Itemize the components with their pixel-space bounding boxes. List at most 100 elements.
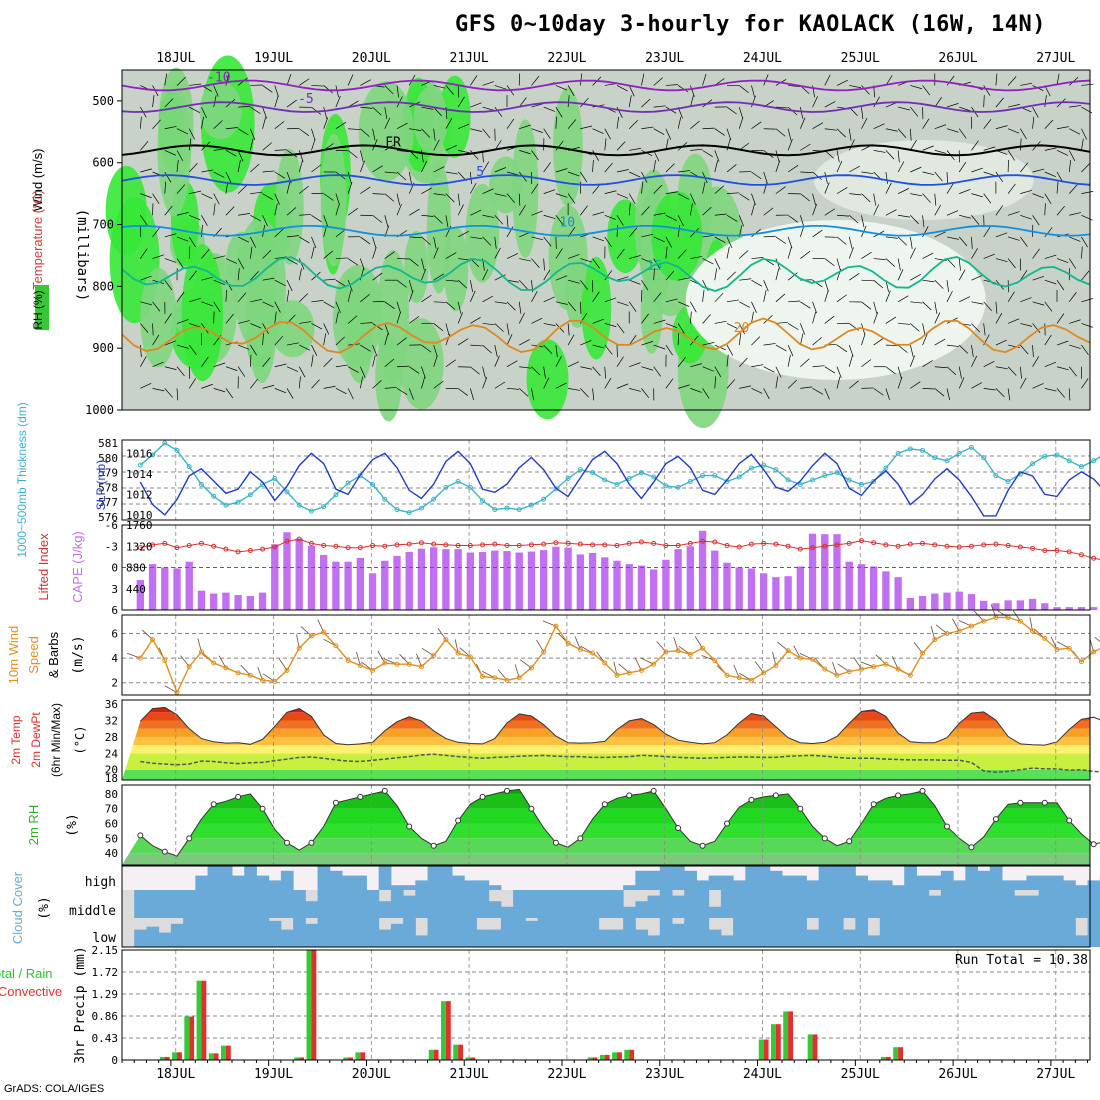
wind-barb [555, 140, 564, 151]
cloud-cell [855, 890, 869, 918]
wind-barb [445, 301, 456, 310]
wind-barb [421, 268, 427, 281]
thickness-line [139, 442, 1100, 514]
cloud-cell [183, 918, 196, 947]
cloud-cell [708, 929, 722, 947]
cloud-cell [782, 918, 795, 947]
wind-barb [555, 248, 563, 259]
cape-bar [747, 568, 756, 610]
wind-axis-label-2: Speed [26, 636, 41, 674]
wind-barb [396, 311, 401, 324]
wind-barb [311, 138, 316, 151]
wind-barb [592, 128, 604, 134]
wind-barb [384, 301, 395, 309]
wind-barb [824, 280, 829, 292]
wind-barb [201, 169, 214, 173]
cloud-cell [476, 880, 490, 890]
wind-speed-line-point [418, 664, 424, 670]
wind-barb [1068, 160, 1072, 173]
cloud-cell [659, 918, 673, 947]
wind-barb [628, 193, 636, 205]
wind-barb [751, 203, 755, 216]
cape-bar [711, 550, 719, 610]
wind-barb [898, 214, 911, 218]
wind-barb [702, 181, 706, 194]
wind-barb [971, 355, 978, 367]
wind-barb [1044, 95, 1047, 108]
li-point [174, 545, 180, 551]
wind-barb [726, 354, 729, 367]
wind-barb [238, 105, 251, 108]
wind-barb [1020, 323, 1033, 327]
cape-bar [295, 538, 303, 610]
cape-bar [148, 564, 157, 610]
cloud-cell [989, 890, 1003, 918]
wind-barb [347, 290, 352, 302]
wind-barb [690, 256, 703, 259]
wind-barb [628, 227, 638, 238]
cloud-cell [562, 918, 575, 947]
wind-barb [604, 236, 612, 248]
wind-barb [983, 85, 991, 96]
wind-barb [653, 184, 663, 194]
wind-barb [506, 360, 518, 368]
cloud-cell [366, 918, 380, 947]
wind-barb [274, 228, 284, 238]
wind-barb [922, 215, 925, 228]
wind-barb [653, 268, 655, 281]
wind-barb [323, 250, 334, 259]
cloud-cell [256, 918, 270, 947]
wind-barb [567, 301, 577, 312]
cloud-cell [696, 880, 710, 890]
date-label-top: 27JUL [1036, 51, 1075, 66]
wind-barb [237, 77, 248, 86]
wind-barb [274, 388, 287, 394]
wind-barb [176, 291, 185, 303]
wind-barb [213, 255, 226, 259]
thickness-line-point [516, 507, 522, 513]
cape-bar [650, 569, 658, 610]
wind-barb [482, 214, 495, 218]
thickness-line-point [651, 474, 657, 480]
cloud-cell [904, 918, 917, 947]
cloud-cell [1026, 895, 1040, 918]
wind-barb [702, 234, 715, 238]
wind-barb [726, 214, 738, 222]
wind-barb [286, 235, 299, 238]
wind-barb [372, 193, 385, 195]
wind-barb [848, 236, 853, 249]
cloud-cell [782, 890, 795, 918]
wind-barb [751, 257, 764, 259]
wind-barb [775, 258, 781, 270]
wind-speed-line-point [920, 650, 926, 656]
wind-barb [1044, 171, 1056, 178]
cloud-cell [378, 866, 392, 890]
precip-tick-label: 0 [111, 1054, 118, 1067]
cloud-cell [794, 918, 807, 947]
wind-barb [457, 388, 468, 396]
wind-barb [433, 301, 446, 303]
wind-barb [457, 312, 463, 324]
wind-barb [665, 163, 675, 173]
cape-bar [381, 560, 389, 610]
rh-color-band [122, 853, 1090, 865]
wind-barb [1020, 128, 1027, 140]
cloud-cell [769, 870, 783, 890]
wind-barb [237, 128, 249, 136]
thickness-line-point [638, 470, 644, 476]
wind-barb [286, 150, 298, 158]
wind-barb [262, 142, 272, 151]
wind-barb [934, 97, 942, 108]
wind-speed-line-point [162, 658, 168, 664]
wind-speed-line-point [406, 661, 412, 667]
wind-barb [201, 224, 203, 237]
cape-axis-label: CAPE (J/kg) [70, 531, 85, 603]
wind-speed-line-point [565, 640, 571, 646]
cloud-cell [965, 866, 979, 890]
slp-tick-label: 1016 [126, 447, 153, 460]
wind-barb [1081, 298, 1094, 303]
wind-barb [861, 301, 872, 310]
cloud-cell [684, 918, 697, 947]
cloud-cell [989, 918, 1003, 947]
wind-barb [225, 150, 237, 157]
